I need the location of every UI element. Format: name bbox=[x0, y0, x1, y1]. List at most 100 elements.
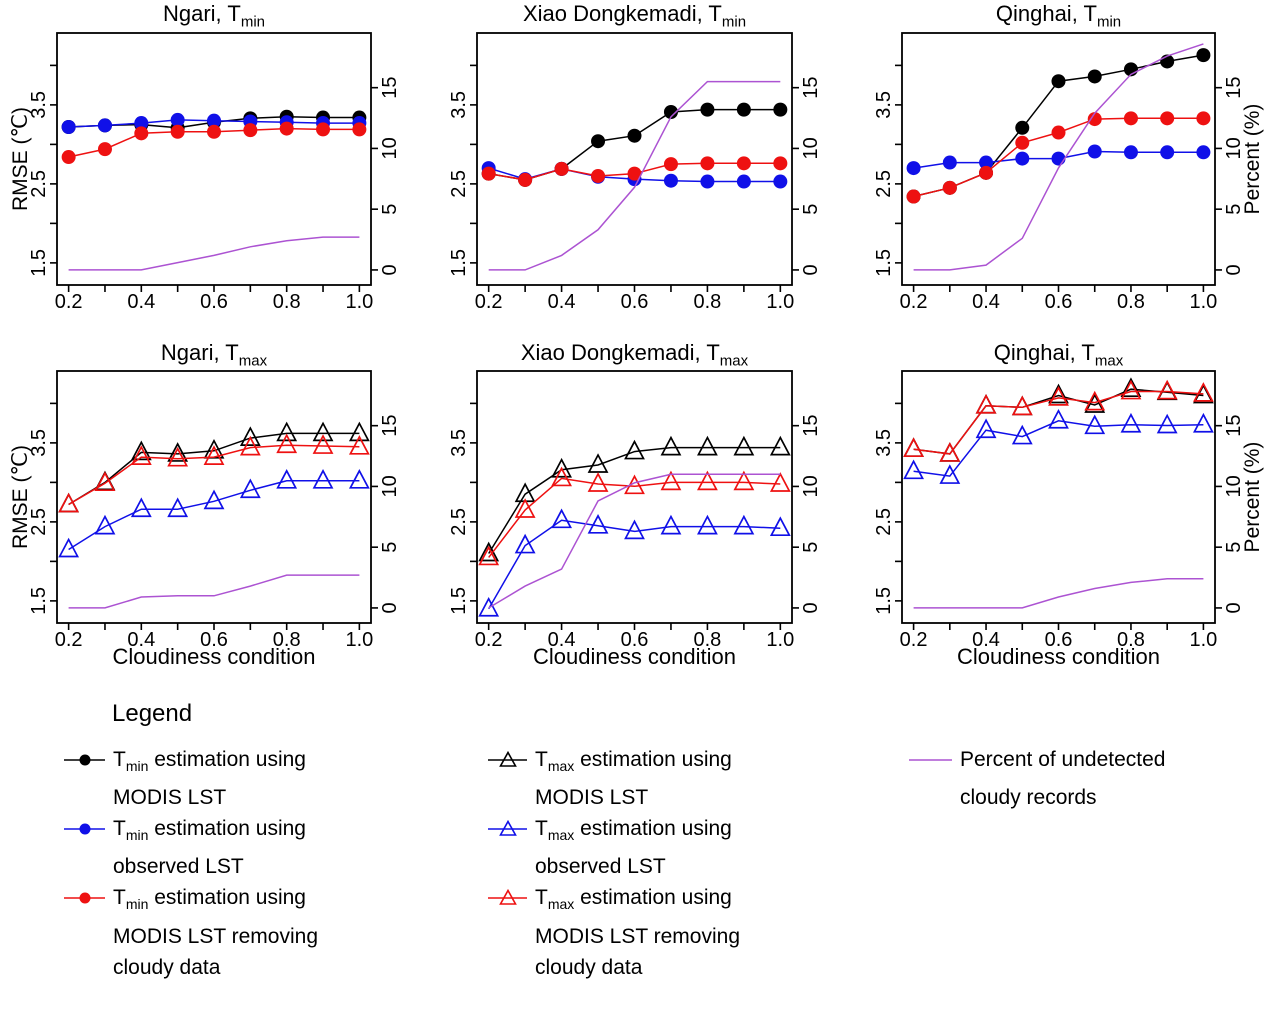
xiao-dongkemadi-tmin-blue-point bbox=[773, 174, 788, 189]
panel-xiao-dongkemadi-tmax: 0.2 0.4 0.6 0.8 1.0 1.5 2.5 3.5 0 5 10 15 bbox=[448, 370, 822, 651]
xiao-dongkemadi-tmin-red-point bbox=[518, 172, 533, 187]
qinghai-tmax-black-point bbox=[1048, 383, 1069, 404]
ngari-tmax-red-point bbox=[94, 471, 116, 492]
panel-qinghai-tmin: 0.2 0.4 0.6 0.8 1.0 1.5 2.5 3.5 0 5 10 15 bbox=[873, 32, 1245, 313]
plot-box bbox=[56, 32, 372, 286]
xiao-dongkemadi-tmax-red-point bbox=[769, 472, 791, 492]
panel-qinghai-tmax: 0.2 0.4 0.6 0.8 1.0 1.5 2.5 3.5 0 5 10 15 bbox=[873, 370, 1245, 651]
xiao-dongkemadi-tmin-black-point bbox=[663, 104, 678, 119]
xiao-dongkemadi-tmin-blue-point bbox=[663, 173, 678, 188]
legend-title: Legend bbox=[112, 700, 193, 727]
title-text: Xiao Dongkemadi, T bbox=[522, 1, 722, 26]
x-axis-label-left: Cloudiness condition bbox=[112, 644, 316, 669]
qinghai-tmax-red-line bbox=[913, 390, 1204, 455]
tick-label: 15 bbox=[800, 77, 822, 99]
xiao-dongkemadi-tmax-blue-point bbox=[660, 514, 682, 535]
purple-line-marker-icon bbox=[908, 749, 954, 776]
tick-label: 0.4 bbox=[127, 629, 155, 651]
qinghai-tmax-blue-line bbox=[913, 420, 1204, 477]
ngari-tmax-blue-point bbox=[348, 468, 370, 489]
title-ngari-tmin: Ngari, Tmin bbox=[57, 1, 371, 30]
ngari-tmax-blue-line bbox=[68, 480, 360, 551]
ngari-tmax-blue-point bbox=[203, 489, 225, 510]
tick-label: 5 bbox=[800, 204, 822, 215]
qinghai-tmax-blue-point bbox=[1011, 424, 1033, 445]
tick-label: 15 bbox=[800, 415, 822, 437]
tick-label: 1.5 bbox=[873, 587, 895, 615]
ngari-tmin-blue-point bbox=[134, 116, 149, 131]
plot-box bbox=[56, 370, 372, 624]
qinghai-tmin-red-point bbox=[1123, 111, 1138, 126]
qinghai-tmax-blue-point bbox=[1084, 414, 1106, 435]
title-ngari-tmax: Ngari, Tmax bbox=[57, 340, 371, 369]
tick-label: 1.0 bbox=[1190, 291, 1218, 313]
title-subscript: max bbox=[719, 352, 749, 370]
tick-label: 0.6 bbox=[200, 291, 228, 313]
xiao-dongkemadi-tmin-red-point bbox=[627, 166, 642, 181]
xiao-dongkemadi-tmax-red-point bbox=[660, 470, 682, 491]
legend-item-tmax-modis-removing: Tmax estimation using MODIS LST removing… bbox=[487, 882, 740, 982]
tick-label: 0.8 bbox=[273, 291, 301, 313]
legend-item-tmin-modis: Tmin estimation using MODIS LST bbox=[63, 744, 318, 813]
xiao-dongkemadi-tmax-black-line bbox=[488, 446, 781, 554]
black-circle-marker-icon bbox=[63, 749, 107, 776]
xiao-dongkemadi-tmax-blue-point bbox=[551, 508, 572, 529]
tick-label: 0.8 bbox=[273, 629, 301, 651]
ngari-tmax-blue-point bbox=[167, 497, 189, 518]
legend-item-tmax-modis: Tmax estimation using MODIS LST bbox=[487, 744, 740, 813]
xiao-dongkemadi-tmax-red-point bbox=[624, 474, 645, 495]
tick-label: 0.8 bbox=[694, 629, 722, 651]
tick-label: 0.4 bbox=[972, 629, 1000, 651]
tick-label: 2.5 bbox=[28, 170, 50, 198]
ngari-tmax-red-point bbox=[276, 433, 298, 454]
tick-label: 0.2 bbox=[475, 629, 503, 651]
ngari-tmax-black-point bbox=[58, 492, 80, 513]
xiao-dongkemadi-tmax-red-point bbox=[733, 470, 755, 491]
xiao-dongkemadi-tmin-red-point bbox=[591, 168, 606, 183]
tick-label: 3.5 bbox=[28, 91, 50, 119]
xiao-dongkemadi-tmin-red-point bbox=[481, 166, 496, 181]
tick-label: 0 bbox=[379, 264, 401, 275]
legend-label-line: Percent of undetected bbox=[960, 748, 1166, 771]
ngari-tmin-blue-point bbox=[207, 113, 221, 128]
legend-label-line: MODIS LST removing bbox=[113, 924, 319, 948]
tick-label: 2.5 bbox=[448, 170, 470, 198]
panel-ngari-tmax: 0.2 0.4 0.6 0.8 1.0 1.5 2.5 3.5 0 5 10 15 bbox=[28, 370, 401, 651]
qinghai-tmax-blue-point bbox=[1048, 408, 1069, 429]
tick-label: 0.6 bbox=[621, 629, 649, 651]
red-triangle-marker-icon bbox=[487, 887, 529, 914]
xiao-dongkemadi-tmax-blue-point bbox=[514, 533, 536, 554]
title-text: Ngari, T bbox=[162, 1, 241, 26]
xiao-dongkemadi-tmax-red-line bbox=[488, 477, 781, 558]
legend-label-line: MODIS LST bbox=[535, 786, 649, 810]
plot-box bbox=[901, 370, 1216, 624]
tick-label: 3.5 bbox=[873, 91, 895, 119]
legend-label-line: observed LST bbox=[535, 855, 666, 879]
qinghai-tmax-black-point bbox=[975, 393, 997, 414]
legend-column-tmin: Tmin estimation using MODIS LST Tmin est… bbox=[63, 744, 318, 983]
ngari-tmin-red-point bbox=[97, 142, 112, 157]
qinghai-tmax-blue-point bbox=[903, 459, 925, 480]
panel-ngari-tmin: 0.2 0.4 0.6 0.8 1.0 1.5 2.5 3.5 0 5 10 15 bbox=[28, 32, 401, 313]
ngari-tmax-blue-point bbox=[58, 537, 80, 558]
tick-label: 15 bbox=[379, 415, 401, 437]
xiao-dongkemadi-tmin-black-point bbox=[591, 134, 606, 149]
qinghai-tmax-red-point bbox=[1120, 379, 1142, 400]
tick-label: 0.4 bbox=[972, 291, 1000, 313]
tick-label: 0.6 bbox=[1045, 629, 1073, 651]
qinghai-tmin-blue-point bbox=[1015, 151, 1030, 166]
title-subscript: max bbox=[1094, 352, 1124, 370]
ngari-tmax-black-point bbox=[239, 426, 261, 446]
qinghai-tmin-blue-point bbox=[1123, 145, 1138, 160]
tick-label: 10 bbox=[1223, 475, 1245, 497]
tick-label: 0.4 bbox=[548, 629, 576, 651]
legend-label-line: Tmin estimation using bbox=[113, 817, 306, 844]
qinghai-tmax-blue-point bbox=[975, 418, 997, 439]
qinghai-tmax-red-point bbox=[975, 393, 997, 414]
ngari-tmin-blue-point bbox=[61, 120, 76, 135]
tick-label: 3.5 bbox=[448, 91, 470, 119]
tick-label: 1.5 bbox=[28, 249, 50, 277]
tick-label: 0.6 bbox=[200, 629, 228, 651]
